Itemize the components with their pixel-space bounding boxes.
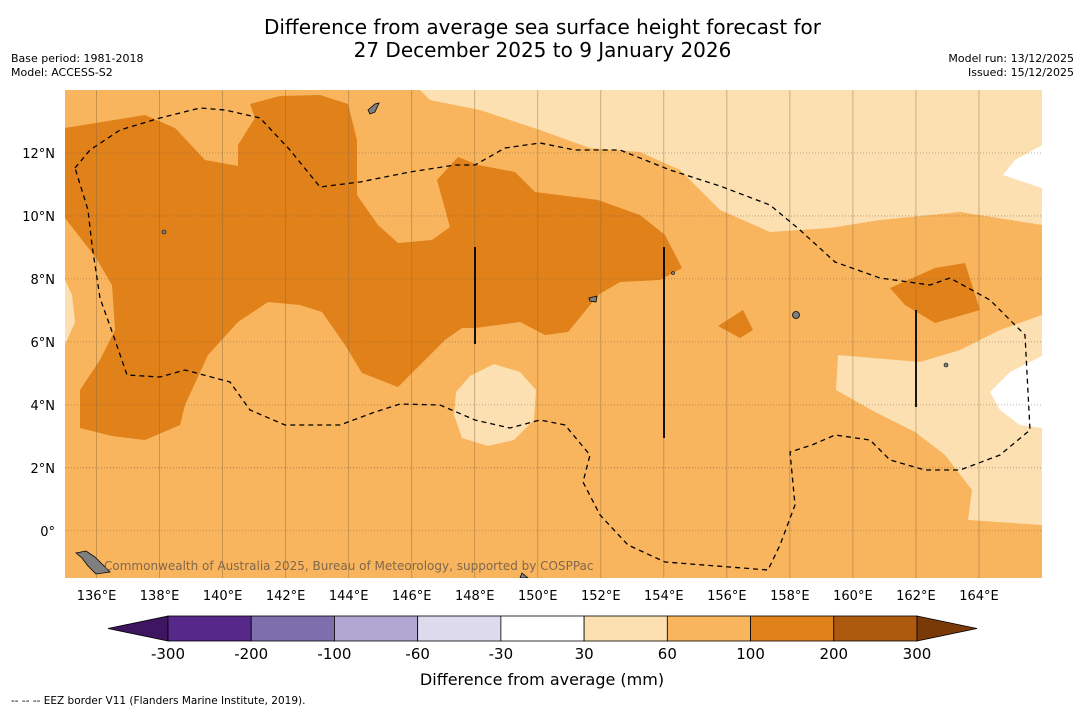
lon-tick-label: 158°E xyxy=(770,589,810,604)
colorbar-tick-label: -200 xyxy=(234,645,268,663)
eez-footnote: -- -- -- EEZ border V11 (Flanders Marine… xyxy=(11,695,306,707)
lon-tick-label: 156°E xyxy=(707,589,747,604)
lat-tick-label: 0° xyxy=(40,525,55,540)
meta-left: Base period: 1981-2018 Model: ACCESS-S2 xyxy=(11,52,143,80)
anomaly-dark-east xyxy=(890,263,980,323)
island-north xyxy=(367,102,380,115)
colorbar-tick-label: -300 xyxy=(151,645,185,663)
colorbar-box xyxy=(334,615,419,642)
anomaly-white-east-upper xyxy=(1003,145,1042,188)
colorbar: -300 -200 -100 -60 -30 30 60 100 200 300 xyxy=(107,615,978,663)
colorbar-tick-label: 200 xyxy=(819,645,848,663)
lat-tick-label: 6°N xyxy=(31,336,56,351)
anomaly-light-northeast xyxy=(420,90,1042,232)
lat-tick-label: 8°N xyxy=(31,273,56,288)
lat-tick-label: 2°N xyxy=(31,462,56,477)
colorbar-box xyxy=(250,615,335,642)
lon-tick-label: 152°E xyxy=(581,589,621,604)
colorbar-label: Difference from average (mm) xyxy=(420,670,664,689)
island-small-1 xyxy=(588,295,598,303)
island-southwest xyxy=(75,550,111,575)
lat-tick-labels: 12°N 10°N 8°N 6°N 4°N 2°N 0° xyxy=(22,147,55,540)
lat-tick-label: 4°N xyxy=(31,399,56,414)
lon-tick-label: 148°E xyxy=(455,589,495,604)
island-small-2 xyxy=(161,229,167,235)
lon-tick-label: 144°E xyxy=(329,589,369,604)
colorbar-tick-label: 30 xyxy=(575,645,594,663)
colorbar-box xyxy=(167,615,252,642)
colorbar-box xyxy=(750,615,835,642)
island-small-3 xyxy=(943,362,949,368)
chart-title-line1: Difference from average sea surface heig… xyxy=(263,15,822,39)
eez-border-line-1 xyxy=(74,107,1031,571)
colorbar-tick-label: -60 xyxy=(405,645,430,663)
model-name: Model: ACCESS-S2 xyxy=(11,66,113,79)
map-area: Commonwealth of Australia 2025, Bureau o… xyxy=(65,90,1042,578)
lat-tick-label: 12°N xyxy=(22,147,55,162)
lon-tick-label: 140°E xyxy=(203,589,243,604)
colorbar-tick-label: -100 xyxy=(317,645,351,663)
meta-right: Model run: 13/12/2025 Issued: 15/12/2025 xyxy=(948,52,1074,80)
anomaly-light-southeast xyxy=(836,315,1042,525)
colorbar-box xyxy=(666,615,751,642)
lon-tick-label: 154°E xyxy=(644,589,684,604)
island-south xyxy=(519,572,529,578)
island-small-4 xyxy=(671,271,675,275)
colorbar-extend-high xyxy=(916,615,978,642)
lat-tick-label: 10°N xyxy=(22,210,55,225)
colorbar-tick-label: 60 xyxy=(658,645,677,663)
colorbar-box xyxy=(833,615,918,642)
colorbar-box xyxy=(417,615,502,642)
lon-tick-label: 160°E xyxy=(833,589,873,604)
chart-title-line2: 27 December 2025 to 9 January 2026 xyxy=(353,38,732,62)
lon-tick-labels: 136°E 138°E 140°E 142°E 144°E 146°E 148°E 150°E… xyxy=(77,589,999,604)
colorbar-tick-label: -30 xyxy=(489,645,514,663)
anomaly-dark-west xyxy=(65,95,682,440)
copyright-text: Commonwealth of Australia 2025, Bureau o… xyxy=(104,559,594,573)
issued-date: Issued: 15/12/2025 xyxy=(967,66,1074,79)
anomaly-light-west xyxy=(65,280,75,345)
lon-tick-label: 142°E xyxy=(266,589,306,604)
model-run: Model run: 13/12/2025 xyxy=(948,52,1074,65)
lon-tick-label: 146°E xyxy=(392,589,432,604)
colorbar-tick-label: 300 xyxy=(903,645,932,663)
base-period: Base period: 1981-2018 xyxy=(11,52,144,65)
island-east xyxy=(792,311,800,319)
lon-tick-label: 162°E xyxy=(896,589,936,604)
lon-tick-label: 138°E xyxy=(140,589,180,604)
colorbar-tick-label: 100 xyxy=(736,645,765,663)
lon-tick-label: 136°E xyxy=(77,589,117,604)
colorbar-extend-low xyxy=(107,615,169,642)
colorbar-box xyxy=(583,615,668,642)
lon-tick-label: 164°E xyxy=(959,589,999,604)
colorbar-box xyxy=(500,615,585,642)
anomaly-dark-small xyxy=(718,310,753,338)
lon-tick-label: 150°E xyxy=(518,589,558,604)
